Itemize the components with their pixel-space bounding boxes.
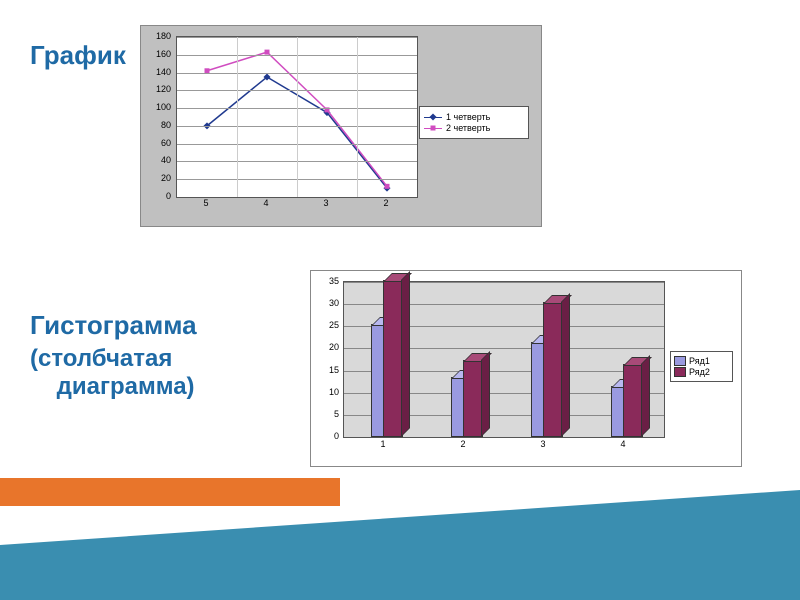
line-chart-xtick: 2	[383, 198, 388, 208]
bar-chart-ytick: 30	[329, 298, 339, 308]
bar	[383, 282, 401, 437]
decor-blue-triangle	[0, 490, 800, 600]
bar-chart-xtick: 2	[460, 439, 465, 449]
line-chart-ytick: 120	[156, 84, 171, 94]
bar-chart-legend-item: Ряд2	[674, 367, 729, 377]
bar-chart-ytick: 5	[334, 409, 339, 419]
bar-chart-ytick: 15	[329, 365, 339, 375]
line-chart-xtick: 3	[323, 198, 328, 208]
line-chart-xtick: 4	[263, 198, 268, 208]
line-chart-legend-item: 1 четверть	[424, 112, 524, 122]
bar-chart-ytick: 25	[329, 320, 339, 330]
bar-chart-y-axis: 05101520253035	[311, 281, 341, 436]
bar-chart-ytick: 35	[329, 276, 339, 286]
bar-chart-subtitle: (столбчатая диаграмма)	[30, 345, 195, 400]
bar	[463, 362, 481, 437]
bar-chart-ytick: 20	[329, 342, 339, 352]
bar-chart-xtick: 4	[620, 439, 625, 449]
line-chart-ytick: 160	[156, 49, 171, 59]
line-chart-y-axis: 020406080100120140160180	[141, 36, 173, 196]
bar-chart: 0 5 10 15 20 25 30 35 1 2 3 4 Ряд1Ряд2	[310, 270, 742, 467]
line-chart-ytick: 20	[161, 173, 171, 183]
line-chart-ytick: 40	[161, 155, 171, 165]
bar-chart-legend-item: Ряд1	[674, 356, 729, 366]
bar-chart-plot-area	[343, 281, 665, 438]
slide: График 020406080100120140160180 5432 1 ч…	[0, 0, 800, 600]
bar-chart-xtick: 1	[380, 439, 385, 449]
line-chart-ytick: 60	[161, 138, 171, 148]
line-chart-plot-area	[176, 36, 418, 198]
line-chart: 0 20 40 60 80 100 120 140 160 180 5 4 3 2 1 четверть…	[140, 25, 542, 227]
line-chart-xtick: 5	[203, 198, 208, 208]
bar-chart-xtick: 3	[540, 439, 545, 449]
line-chart-title: График	[30, 40, 126, 71]
line-chart-legend: 1 четверть2 четверть	[419, 106, 529, 139]
line-chart-legend-item: 2 четверть	[424, 123, 524, 133]
bar-chart-ytick: 10	[329, 387, 339, 397]
bar	[543, 304, 561, 437]
line-chart-ytick: 0	[166, 191, 171, 201]
bar-chart-title: Гистограмма	[30, 310, 197, 341]
bar-chart-legend: Ряд1Ряд2	[670, 351, 733, 382]
bar-chart-subtitle-line1: (столбчатая	[30, 345, 172, 372]
line-chart-ytick: 180	[156, 31, 171, 41]
bar	[623, 366, 641, 437]
bar-chart-ytick: 0	[334, 431, 339, 441]
bar-chart-subtitle-line2: диаграмма)	[57, 373, 195, 400]
line-chart-ytick: 140	[156, 67, 171, 77]
line-chart-ytick: 80	[161, 120, 171, 130]
decor-blue-triangle-svg	[0, 490, 800, 600]
line-chart-ytick: 100	[156, 102, 171, 112]
